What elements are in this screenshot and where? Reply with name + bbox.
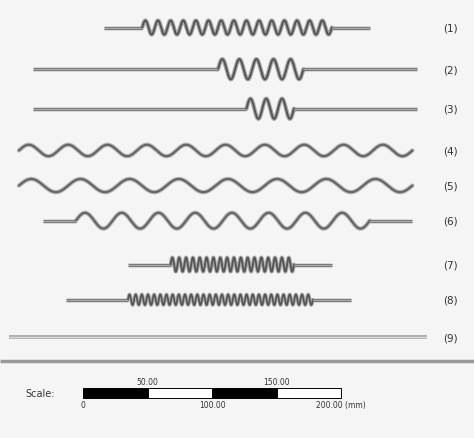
Bar [83,388,147,399]
Text: (3): (3) [443,105,457,114]
Bar [277,388,341,399]
Text: 50.00: 50.00 [137,377,158,386]
Bar [212,388,277,399]
Text: Scale:: Scale: [25,389,55,398]
Text: 100.00: 100.00 [199,400,226,409]
Text: (9): (9) [443,332,457,342]
Text: (6): (6) [443,216,457,226]
Text: (5): (5) [443,181,457,191]
Text: (7): (7) [443,260,457,270]
Text: (1): (1) [443,24,457,33]
Text: 200.00 (mm): 200.00 (mm) [317,400,366,409]
Text: 0: 0 [81,400,85,409]
Text: (8): (8) [443,295,457,305]
Bar [147,388,212,399]
Text: (2): (2) [443,65,457,75]
Text: 150.00: 150.00 [264,377,290,386]
Text: (4): (4) [443,146,457,156]
